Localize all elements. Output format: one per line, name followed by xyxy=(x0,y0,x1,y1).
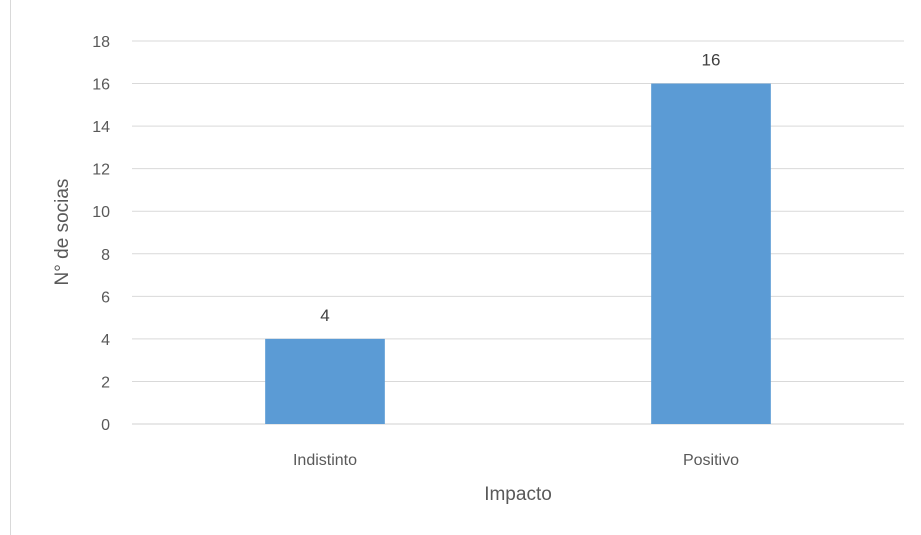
bar-indistinto xyxy=(265,338,385,424)
x-tick-label: Indistinto xyxy=(293,452,357,469)
chart-frame-edge xyxy=(10,0,11,535)
gridlines xyxy=(132,40,904,425)
x-tick-label: Positivo xyxy=(683,452,739,469)
y-tick-label: 0 xyxy=(101,417,110,434)
data-label: 4 xyxy=(320,306,329,325)
x-tick-labels: Indistinto Positivo xyxy=(293,452,739,469)
y-tick-label: 14 xyxy=(92,119,110,136)
data-label: 16 xyxy=(702,51,721,70)
y-tick-label: 6 xyxy=(101,289,110,306)
bar-positivo xyxy=(651,83,771,425)
y-tick-label: 16 xyxy=(92,77,110,94)
y-tick-label: 8 xyxy=(101,247,110,264)
y-tick-label: 2 xyxy=(101,374,110,391)
y-tick-label: 4 xyxy=(101,332,110,349)
y-tick-label: 18 xyxy=(92,34,110,51)
y-axis-title: N° de socias xyxy=(52,179,73,286)
data-labels: 4 16 xyxy=(320,51,720,325)
y-tick-label: 12 xyxy=(92,162,110,179)
y-tick-label: 10 xyxy=(92,204,110,221)
y-tick-labels: 0 2 4 6 8 10 12 14 16 18 xyxy=(92,34,110,434)
bars xyxy=(265,83,771,425)
x-axis-title: Impacto xyxy=(484,484,552,505)
